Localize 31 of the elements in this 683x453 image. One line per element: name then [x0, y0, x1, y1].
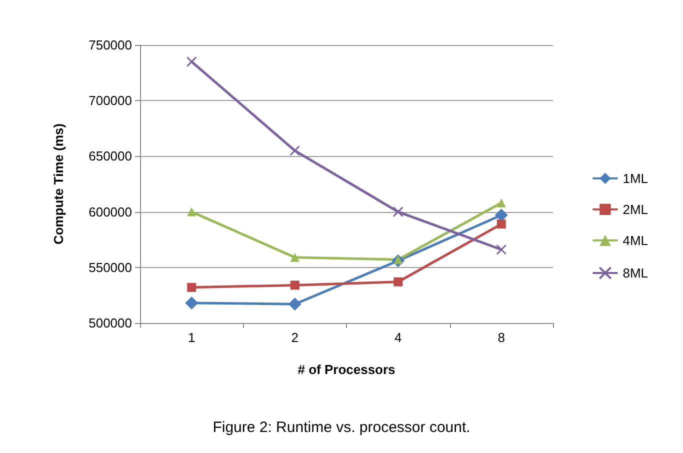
x-tick-label: 1	[188, 330, 196, 345]
point	[496, 244, 507, 255]
point	[394, 277, 403, 286]
x-axis-title: # of Processors	[298, 362, 396, 377]
point	[496, 198, 506, 208]
point	[392, 206, 404, 218]
point	[186, 56, 197, 67]
y-tick-label: 750000	[88, 38, 132, 52]
point	[290, 145, 300, 156]
legend-label: 4ML	[622, 232, 648, 248]
y-axis-title: Compute Time (ms)	[51, 123, 66, 245]
x-tick-label: 4	[394, 330, 402, 345]
point	[290, 252, 300, 262]
legend-label: 2ML	[622, 202, 648, 217]
legend-label: 8ML	[622, 266, 648, 280]
point	[187, 282, 196, 292]
point	[496, 220, 506, 229]
y-tick-label: 500000	[88, 316, 132, 330]
point	[187, 207, 196, 216]
point	[185, 296, 198, 310]
caption: Figure 2: Runtime vs. processor count.	[212, 419, 470, 436]
point	[494, 208, 508, 222]
y-tick-label: 700000	[88, 93, 132, 108]
x-tick-label: 8	[498, 330, 505, 345]
point	[288, 298, 302, 311]
point	[290, 280, 300, 290]
y-tick-label: 650000	[88, 148, 132, 164]
x-tick-label: 2	[291, 330, 298, 345]
y-tick-label: 550000	[88, 260, 132, 275]
legend-label: 1ML	[622, 170, 648, 186]
y-tick-label: 600000	[88, 204, 132, 220]
